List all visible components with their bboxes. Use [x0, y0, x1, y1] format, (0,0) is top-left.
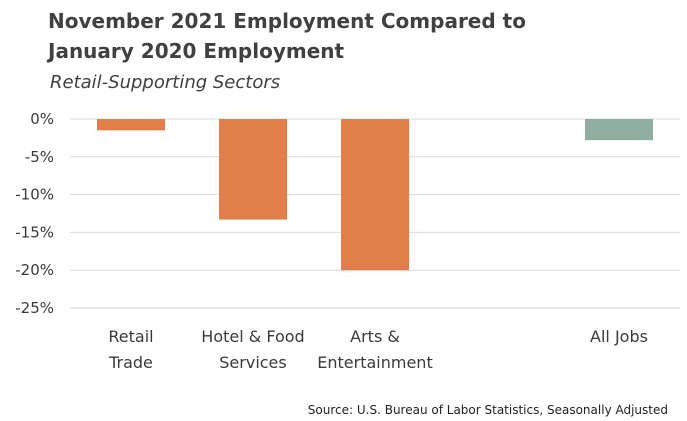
category-label: All Jobs: [590, 327, 648, 346]
chart-subtitle: Retail-Supporting Sectors: [50, 72, 280, 93]
category-label: Trade: [108, 353, 153, 372]
category-label: Arts &: [350, 327, 400, 346]
bar: [585, 119, 653, 141]
bar: [219, 119, 287, 220]
y-tick-label: -10%: [15, 186, 54, 204]
chart-title-line-2: January 2020 Employment: [46, 39, 344, 63]
bar: [97, 119, 165, 131]
category-labels: Retail Trade Hotel & Food Services Arts & Ent…: [108, 327, 648, 372]
bars: [97, 119, 653, 271]
y-tick-label: -5%: [25, 148, 54, 166]
bar: [341, 119, 409, 271]
category-label: Hotel & Food: [201, 327, 304, 346]
source-note: Source: U.S. Bureau of Labor Statistics,…: [308, 403, 668, 417]
y-tick-label: -20%: [15, 261, 54, 279]
category-label: Retail: [108, 327, 153, 346]
y-axis-ticks: 0% -5% -10% -15% -20% -25%: [15, 110, 54, 317]
chart-title-line-1: November 2021 Employment Compared to: [48, 9, 526, 33]
category-label: Entertainment: [317, 353, 432, 372]
category-label: Services: [219, 353, 286, 372]
y-tick-label: 0%: [30, 110, 54, 128]
y-tick-label: -15%: [15, 223, 54, 241]
y-tick-label: -25%: [15, 299, 54, 317]
